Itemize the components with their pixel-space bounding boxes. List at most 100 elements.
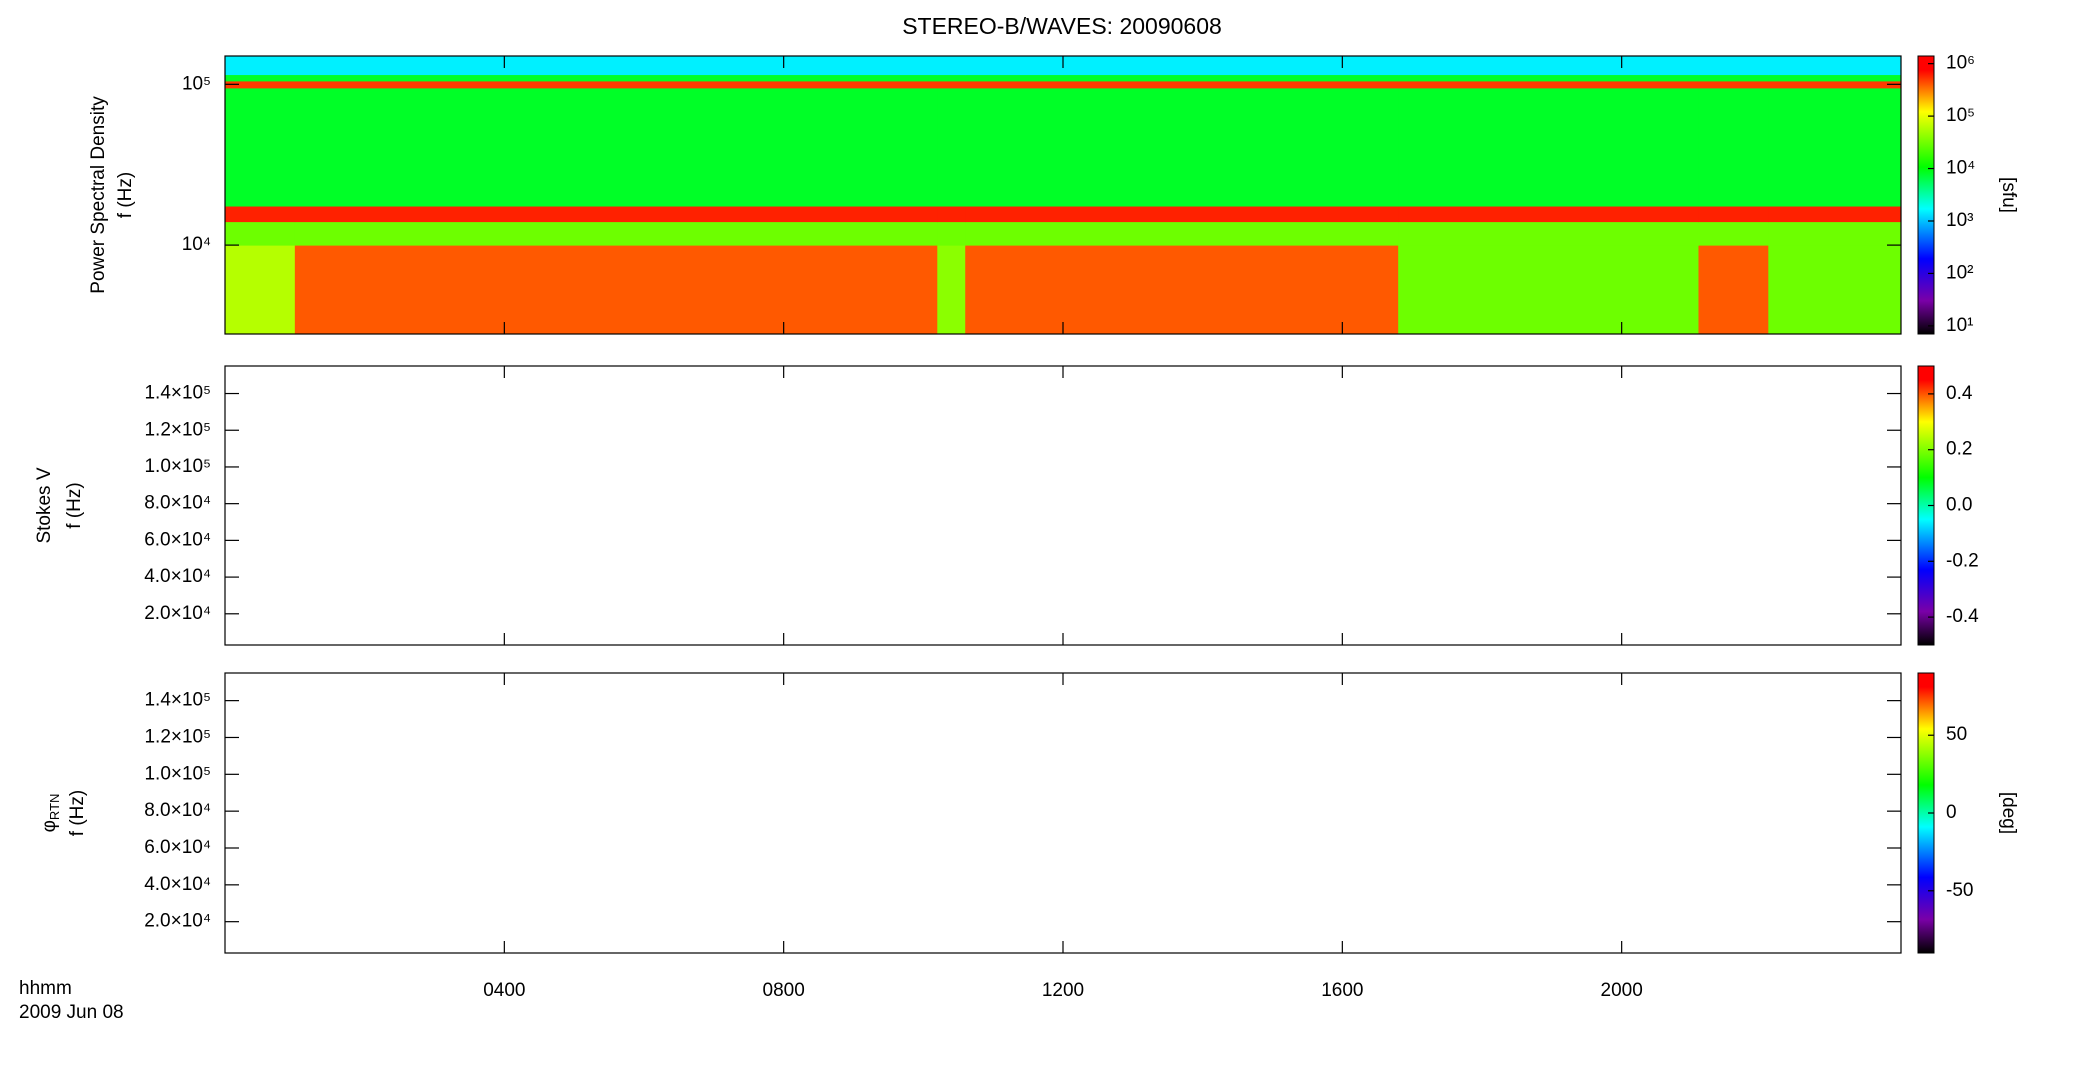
heatmap-cell xyxy=(1768,74,1902,82)
y-tick-label: 4.0×10⁴ xyxy=(144,566,211,587)
heatmap-cell xyxy=(965,245,1399,335)
y-tick-label: 6.0×10⁴ xyxy=(144,529,211,550)
y-tick-label: 1.2×10⁵ xyxy=(144,726,211,747)
y-tick-label: 1.0×10⁵ xyxy=(144,763,211,784)
heatmap-cell xyxy=(1398,87,1699,207)
y-axis-label-sub: RTN xyxy=(47,794,62,820)
colorbar-label: [sfu] xyxy=(1998,177,2019,213)
y-tick-label: 6.0×10⁴ xyxy=(144,837,211,858)
y-tick-label: 2.0×10⁴ xyxy=(144,911,211,932)
colorbar-label: [deg] xyxy=(1998,792,2019,834)
y-tick-label: 4.0×10⁴ xyxy=(144,874,211,895)
heatmap-cell xyxy=(294,87,938,207)
heatmap-cell xyxy=(225,74,296,82)
colorbar-tick-label: 10⁴ xyxy=(1946,158,1975,179)
heatmap-cell xyxy=(1698,87,1769,207)
y-axis-label: Power Spectral Density xyxy=(88,96,109,294)
heatmap-cell xyxy=(294,245,938,335)
y-tick-label: 8.0×10⁴ xyxy=(144,800,211,821)
heatmap-cell xyxy=(225,56,296,76)
heatmap-cell xyxy=(1398,221,1699,246)
colorbar-tick-label: 0.0 xyxy=(1946,495,1972,516)
heatmap-cell xyxy=(1768,80,1902,89)
y-tick-label: 1.4×10⁵ xyxy=(144,383,211,404)
heatmap-cell xyxy=(1768,221,1902,246)
plot-frame xyxy=(224,365,1902,646)
colorbar-tick-label: 0 xyxy=(1946,802,1957,823)
y-tick-label: 10⁴ xyxy=(182,234,211,255)
heatmap-cell xyxy=(225,80,296,89)
x-tick-label: 0400 xyxy=(483,980,525,1001)
heatmap-cell xyxy=(1698,56,1769,76)
x-tick-label: 0800 xyxy=(763,980,805,1001)
colorbar-tick-label: 0.2 xyxy=(1946,439,1972,460)
heatmap-cell xyxy=(1768,87,1902,207)
heatmap-cell xyxy=(937,80,966,89)
heatmap-cell xyxy=(1398,245,1699,335)
y-axis-label: f (Hz) xyxy=(67,790,88,836)
heatmap-cell xyxy=(1768,206,1902,223)
x-tick-label: 1600 xyxy=(1321,980,1363,1001)
colorbar-tick-label: 10² xyxy=(1946,262,1973,283)
colorbar-tick-label: 10⁶ xyxy=(1946,53,1975,74)
heatmap-cell xyxy=(937,56,966,76)
heatmap-cell xyxy=(1768,245,1902,335)
heatmap-cell xyxy=(294,221,938,246)
heatmap-cell xyxy=(1698,206,1769,223)
heatmap-cell xyxy=(1698,80,1769,89)
colorbar xyxy=(1917,55,1935,335)
heatmap-cell xyxy=(225,245,296,335)
y-tick-label: 1.4×10⁵ xyxy=(144,690,211,711)
heatmap-cell xyxy=(294,56,938,76)
x-axis-label: hhmm xyxy=(19,978,72,999)
heatmap-cell xyxy=(965,87,1399,207)
heatmap-cell xyxy=(937,74,966,82)
plot-frame xyxy=(224,672,1902,954)
chart-title: STEREO-B/WAVES: 20090608 xyxy=(902,13,1222,39)
heatmap-cell xyxy=(965,206,1399,223)
heatmap-cell xyxy=(1698,221,1769,246)
x-tick-label: 1200 xyxy=(1042,980,1084,1001)
colorbar-tick-label: 10³ xyxy=(1946,210,1973,231)
heatmap-cell xyxy=(965,56,1399,76)
heatmap-cell xyxy=(965,74,1399,82)
heatmap-cell xyxy=(225,206,296,223)
y-axis-label: f (Hz) xyxy=(115,172,136,218)
heatmap-cell xyxy=(294,80,938,89)
y-tick-label: 2.0×10⁴ xyxy=(144,603,211,624)
heatmap-cell xyxy=(1398,74,1699,82)
heatmap-cell xyxy=(1398,80,1699,89)
colorbar-tick-label: 10⁵ xyxy=(1946,105,1975,126)
heatmap-cell xyxy=(225,221,296,246)
y-tick-label: 10⁵ xyxy=(182,73,211,94)
colorbar-tick-label: 50 xyxy=(1946,724,1967,745)
heatmap-cell xyxy=(1768,56,1902,76)
colorbar-tick-label: -0.4 xyxy=(1946,606,1979,627)
y-axis-label: Stokes V xyxy=(34,467,55,543)
y-axis-label: f (Hz) xyxy=(64,482,85,528)
heatmap-cell xyxy=(965,221,1399,246)
y-tick-label: 8.0×10⁴ xyxy=(144,493,211,514)
heatmap-cell xyxy=(1698,74,1769,82)
heatmap-cell xyxy=(225,87,296,207)
heatmap-cell xyxy=(1398,206,1699,223)
colorbar-tick-label: 0.4 xyxy=(1946,383,1973,404)
colorbar-tick-label: 10¹ xyxy=(1946,315,1973,336)
x-tick-label: 2000 xyxy=(1601,980,1643,1001)
date-label: 2009 Jun 08 xyxy=(19,1002,124,1023)
heatmap-cell xyxy=(965,80,1399,89)
heatmap-cell xyxy=(937,87,966,207)
heatmap-cell xyxy=(1698,245,1769,335)
y-tick-label: 1.2×10⁵ xyxy=(144,419,211,440)
heatmap-cell xyxy=(937,206,966,223)
heatmap-cell xyxy=(294,206,938,223)
heatmap-cell xyxy=(294,74,938,82)
y-axis-label: φRTN xyxy=(39,794,62,833)
y-tick-label: 1.0×10⁵ xyxy=(144,456,211,477)
colorbar-tick-label: -0.2 xyxy=(1946,550,1979,571)
heatmap-cell xyxy=(937,245,966,335)
heatmap-cell xyxy=(937,221,966,246)
colorbar-tick-label: -50 xyxy=(1946,880,1973,901)
heatmap-cell xyxy=(1398,56,1699,76)
